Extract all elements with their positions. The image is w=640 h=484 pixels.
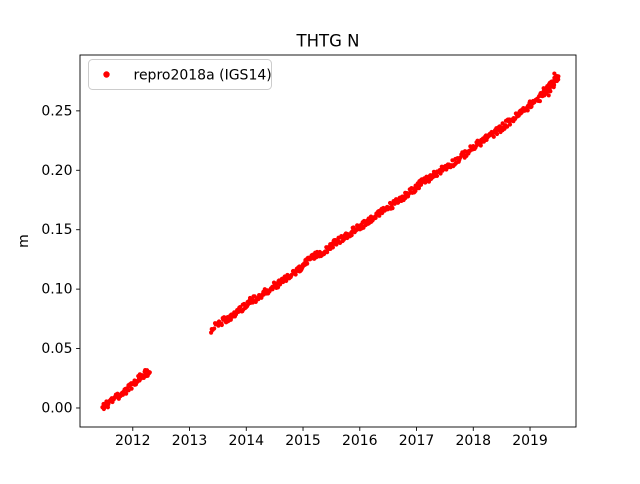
y-tick-label: 0.20	[41, 163, 72, 179]
scatter-point	[556, 77, 561, 82]
x-tick-label: 2012	[115, 433, 151, 449]
y-tick-label: 0.00	[41, 400, 72, 416]
x-tick-label: 2017	[399, 433, 435, 449]
scatter-point	[500, 121, 505, 126]
scatter-point	[507, 122, 513, 127]
plot-area	[79, 54, 577, 428]
scatter-point	[334, 242, 339, 247]
scatter-point	[305, 261, 310, 266]
scatter-point	[219, 322, 224, 328]
y-tick-label: 0.15	[41, 222, 72, 238]
x-tick-label: 2016	[342, 433, 378, 449]
y-axis-label: m	[16, 234, 32, 248]
x-tick-label: 2013	[172, 433, 208, 449]
scatter-point	[537, 98, 543, 104]
scatter-point	[546, 93, 551, 98]
scatter-point	[390, 206, 395, 211]
scatter-point	[548, 89, 553, 94]
x-tick-label: 2015	[285, 433, 321, 449]
legend-box	[88, 59, 272, 90]
scatter-point	[392, 201, 397, 206]
scatter-point	[551, 82, 557, 88]
legend-label: repro2018a (IGS14)	[134, 68, 272, 84]
scatter-point	[330, 245, 335, 250]
y-tick-label: 0.25	[41, 103, 72, 119]
x-tick-label: 2019	[512, 433, 548, 449]
scatter-point	[552, 71, 557, 76]
scatter-point	[556, 74, 561, 79]
scatter-point	[147, 370, 152, 375]
scatter-point	[275, 285, 281, 290]
y-tick-label: 0.10	[41, 282, 72, 298]
x-tick-label: 2018	[455, 433, 491, 449]
legend: repro2018a (IGS14)	[88, 59, 272, 90]
scatter-point	[504, 124, 510, 129]
legend-marker-icon	[103, 71, 110, 78]
y-axis-ticks: 0.00 0.05 0.10 0.15 0.20 0.25	[41, 103, 80, 416]
scatter-point	[491, 134, 496, 139]
scatter-point	[124, 391, 129, 396]
scatter-point	[373, 215, 378, 220]
scatter-point	[478, 143, 483, 148]
x-tick-label: 2014	[228, 433, 264, 449]
scatter-point	[529, 104, 534, 109]
scatter-point	[525, 108, 530, 113]
scatter-point	[416, 185, 422, 191]
x-axis-ticks: 2012 2013 2014 2015 2016 2017 2018 2019	[115, 427, 548, 449]
scatter-point	[129, 386, 134, 391]
scatter-point	[212, 326, 217, 331]
scatter-point	[494, 131, 500, 137]
y-tick-label: 0.05	[41, 341, 72, 357]
scatter-points	[100, 71, 561, 412]
scatter-point	[349, 233, 354, 238]
scatter-point	[237, 304, 243, 310]
chart-title: THTG N	[296, 32, 360, 51]
scatter-point	[434, 173, 440, 179]
scatter-point	[293, 272, 298, 277]
